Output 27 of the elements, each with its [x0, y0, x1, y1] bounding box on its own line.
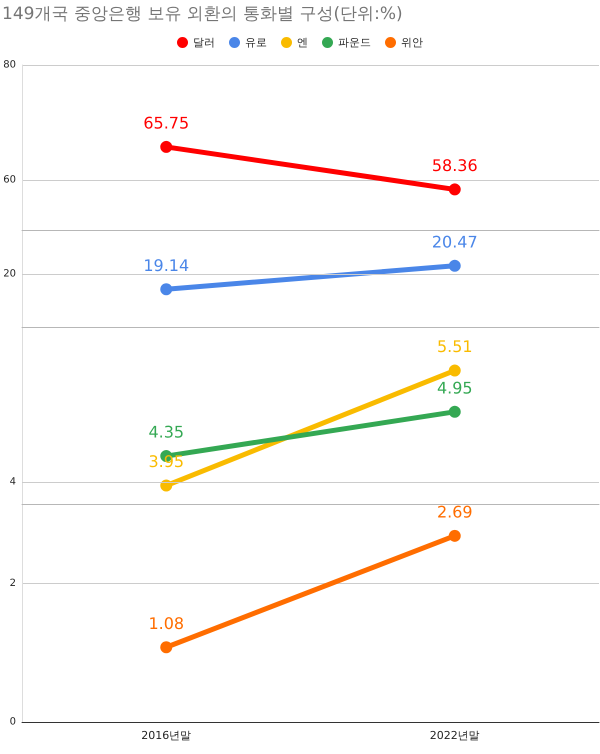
- data-label: 19.14: [143, 256, 190, 275]
- point: [448, 406, 461, 418]
- data-label: 58.36: [432, 156, 478, 175]
- y-tick-label: 60: [3, 174, 16, 186]
- legend-label: 엔: [297, 35, 308, 50]
- x-tick-label: 2016년말: [141, 729, 192, 742]
- data-label: 65.75: [143, 113, 190, 132]
- chart-title: 149개국 중앙은행 보유 외환의 통화별 구성(단위:%): [2, 3, 403, 25]
- data-label: 20.47: [432, 232, 478, 252]
- y-tick-label: 2: [10, 578, 16, 590]
- data-label: 5.51: [436, 337, 473, 356]
- ref-line-label: 20: [3, 268, 16, 280]
- y-tick-label: 80: [3, 60, 16, 70]
- ref-line-label: 4: [10, 476, 16, 488]
- data-label: 2.69: [436, 502, 473, 522]
- point: [160, 480, 172, 492]
- legend-label: 유로: [245, 35, 267, 50]
- legend-label: 위안: [401, 35, 423, 50]
- y-tick-label: 0: [10, 716, 16, 728]
- legend-label: 파운드: [338, 35, 371, 50]
- point: [448, 364, 461, 377]
- legend-label: 달러: [193, 35, 215, 50]
- data-label: 4.35: [148, 422, 184, 442]
- x-tick-label: 2022년말: [430, 729, 480, 742]
- data-label: 3.95: [148, 452, 184, 472]
- data-label: 4.95: [436, 378, 473, 398]
- data-label: 1.08: [148, 614, 184, 633]
